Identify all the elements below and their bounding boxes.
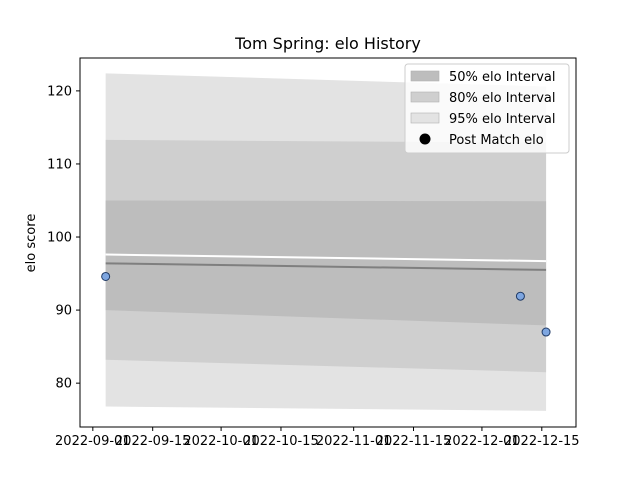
legend-swatch: [410, 112, 440, 124]
x-tick-label: 2022-11-01: [316, 434, 392, 449]
x-tick-label: 2022-10-01: [183, 434, 259, 449]
series-line-white: [105, 253, 547, 263]
legend-box: [404, 63, 570, 154]
post-match-point: [101, 271, 111, 281]
y-tick-label: 90: [55, 304, 72, 319]
x-tick-label: 2022-11-15: [376, 434, 452, 449]
x-tick-label: 2022-09-15: [115, 434, 191, 449]
chart-title: Tom Spring: elo History: [234, 34, 421, 53]
post-match-point: [515, 291, 525, 301]
y-tick-label: 80: [55, 377, 72, 392]
legend-label: 50% elo Interval: [449, 70, 556, 85]
legend: 50% elo Interval 80% elo Interval 95% elo …: [404, 63, 570, 154]
y-tick-label: 110: [47, 157, 72, 172]
x-tick-label: 2022-09-01: [55, 434, 131, 449]
legend-label: 95% elo Interval: [449, 112, 556, 127]
x-tick-label: 2022-10-15: [243, 434, 319, 449]
legend-swatch: [410, 70, 440, 82]
x-tick-label: 2022-12-15: [504, 434, 580, 449]
plot-area: 2022-09-012022-09-152022-10-012022-10-15…: [47, 57, 580, 449]
legend-label: Post Match elo: [449, 133, 544, 148]
legend-marker: [419, 133, 431, 145]
y-axis-label: elo score: [24, 214, 39, 273]
legend-swatch: [410, 91, 440, 103]
y-tick-label: 120: [47, 84, 72, 99]
legend-label: 80% elo Interval: [449, 91, 556, 106]
y-tick-label: 100: [47, 231, 72, 246]
x-tick-label: 2022-12-01: [444, 434, 520, 449]
axes-frame: [79, 57, 577, 428]
series-line-gray: [105, 262, 547, 271]
band-50-interval: [105, 200, 547, 326]
post-match-point: [541, 327, 551, 337]
